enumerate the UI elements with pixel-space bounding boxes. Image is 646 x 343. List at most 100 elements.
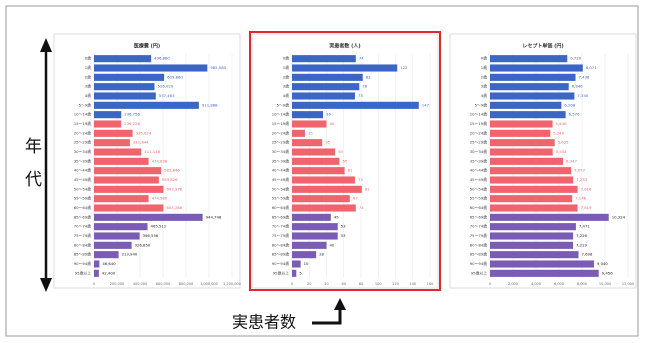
bar bbox=[292, 251, 317, 259]
category-label: 30～34歳 bbox=[74, 149, 91, 154]
bar bbox=[292, 64, 398, 72]
category-label: 45～49歳 bbox=[74, 177, 91, 182]
bar bbox=[94, 195, 149, 203]
category-label: 65～69歳 bbox=[470, 214, 487, 219]
bar bbox=[292, 120, 327, 128]
x-tick-label: 400,000 bbox=[133, 282, 147, 286]
category-label: 55～59歳 bbox=[272, 196, 289, 201]
bar bbox=[292, 101, 419, 109]
category-label: 95歳以上 bbox=[75, 270, 91, 275]
value-label: 474,638 bbox=[152, 158, 168, 163]
x-tick-label: 40 bbox=[324, 282, 328, 286]
bar bbox=[94, 139, 130, 147]
bar bbox=[94, 223, 148, 231]
category-label: 55～59歳 bbox=[74, 196, 91, 201]
value-label: 50 bbox=[338, 149, 343, 154]
category-label: 10～14歳 bbox=[74, 112, 91, 117]
x-tick-label: 80 bbox=[359, 282, 363, 286]
value-label: 526,029 bbox=[157, 84, 173, 89]
category-label: 15～19歳 bbox=[74, 121, 91, 126]
category-label: 65～69歳 bbox=[272, 214, 289, 219]
value-label: 944,748 bbox=[206, 214, 222, 219]
value-label: 67 bbox=[353, 196, 358, 201]
x-tick-label: 8,000 bbox=[577, 282, 587, 286]
value-label: 213,940 bbox=[122, 252, 138, 257]
bar bbox=[292, 213, 331, 221]
category-label: 80～84歳 bbox=[272, 242, 289, 247]
bar bbox=[292, 204, 356, 212]
category-label: 50～54歳 bbox=[74, 186, 91, 191]
category-label: 55～59歳 bbox=[470, 196, 487, 201]
bar bbox=[292, 167, 345, 175]
value-label: 335,624 bbox=[136, 130, 152, 135]
value-label: 40 bbox=[330, 121, 335, 126]
bar bbox=[94, 73, 165, 81]
value-label: 7,471 bbox=[579, 224, 590, 229]
x-tick-label: 800,000 bbox=[179, 282, 193, 286]
bar bbox=[490, 260, 594, 268]
bar bbox=[292, 185, 362, 193]
category-label: 3歳 bbox=[85, 84, 91, 89]
value-label: 7,148 bbox=[575, 196, 586, 201]
category-label: 60～64歳 bbox=[272, 205, 289, 210]
category-label: 30～34歳 bbox=[470, 149, 487, 154]
bar bbox=[490, 232, 574, 240]
value-label: 74 bbox=[359, 205, 364, 210]
bar bbox=[490, 73, 576, 81]
bar bbox=[94, 148, 142, 156]
value-label: 985,580 bbox=[210, 65, 226, 70]
category-label: 0歳 bbox=[85, 56, 91, 61]
x-tick-label: 1,000,000 bbox=[200, 282, 218, 286]
bottom-label: 実患者数 bbox=[232, 313, 296, 332]
value-label: 496,880 bbox=[154, 56, 170, 61]
bar bbox=[292, 83, 360, 91]
value-label: 7,219 bbox=[576, 242, 587, 247]
value-label: 5,440 bbox=[556, 121, 567, 126]
value-label: 326,850 bbox=[135, 242, 151, 247]
side-label: 年代 bbox=[21, 137, 42, 203]
category-label: 70～74歳 bbox=[74, 224, 91, 229]
category-label: 5～9歳 bbox=[475, 102, 488, 107]
x-tick-label: 4,000 bbox=[531, 282, 541, 286]
category-label: 1歳 bbox=[481, 65, 487, 70]
bar bbox=[94, 232, 140, 240]
category-label: 5～9歳 bbox=[277, 102, 290, 107]
category-label: 60～64歳 bbox=[470, 205, 487, 210]
value-label: 603,286 bbox=[166, 205, 182, 210]
category-label: 65～69歳 bbox=[74, 214, 91, 219]
category-label: 4歳 bbox=[85, 93, 91, 98]
value-label: 7,619 bbox=[581, 205, 592, 210]
value-label: 55 bbox=[342, 158, 347, 163]
bar bbox=[490, 101, 562, 109]
x-tick-label: 100 bbox=[375, 282, 382, 286]
value-label: 474,580 bbox=[152, 196, 168, 201]
bar bbox=[490, 213, 609, 221]
bar bbox=[94, 251, 119, 259]
bar bbox=[292, 176, 355, 184]
pointer-arrow bbox=[312, 298, 346, 325]
category-label: 75～79歳 bbox=[272, 233, 289, 238]
category-label: 3歳 bbox=[283, 84, 289, 89]
bar bbox=[94, 260, 100, 268]
value-label: 5,454 bbox=[556, 149, 567, 154]
bar bbox=[94, 213, 203, 221]
bar bbox=[292, 232, 338, 240]
bar bbox=[292, 92, 355, 100]
x-tick-label: 0 bbox=[93, 282, 95, 286]
category-label: 10～14歳 bbox=[470, 112, 487, 117]
bar bbox=[94, 101, 199, 109]
bar bbox=[490, 55, 568, 63]
category-label: 2歳 bbox=[85, 74, 91, 79]
category-label: 1歳 bbox=[85, 65, 91, 70]
category-label: 2歳 bbox=[283, 74, 289, 79]
category-label: 60～64歳 bbox=[74, 205, 91, 210]
category-label: 95歳以上 bbox=[471, 270, 487, 275]
category-label: 0歳 bbox=[481, 56, 487, 61]
x-tick-label: 10,000 bbox=[599, 282, 611, 286]
category-label: 85～89歳 bbox=[470, 252, 487, 257]
value-label: 236,756 bbox=[124, 112, 140, 117]
value-label: 7,340 bbox=[577, 93, 588, 98]
category-label: 20～24歳 bbox=[74, 130, 91, 135]
category-label: 25～29歳 bbox=[272, 140, 289, 145]
category-label: 40～44歳 bbox=[470, 168, 487, 173]
